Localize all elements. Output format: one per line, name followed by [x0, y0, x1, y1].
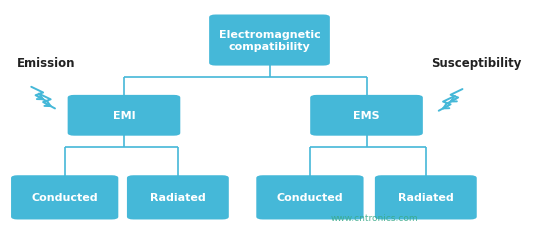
- Text: Radiated: Radiated: [150, 192, 206, 202]
- Text: Susceptibility: Susceptibility: [431, 57, 522, 70]
- FancyBboxPatch shape: [375, 175, 477, 220]
- Text: Radiated: Radiated: [398, 192, 454, 202]
- FancyBboxPatch shape: [310, 96, 423, 136]
- Text: EMS: EMS: [353, 111, 380, 121]
- FancyBboxPatch shape: [68, 96, 180, 136]
- Text: Conducted: Conducted: [277, 192, 343, 202]
- FancyBboxPatch shape: [127, 175, 229, 220]
- FancyBboxPatch shape: [11, 175, 118, 220]
- FancyBboxPatch shape: [209, 15, 330, 66]
- Text: Electromagnetic
compatibility: Electromagnetic compatibility: [219, 30, 320, 52]
- FancyBboxPatch shape: [257, 175, 363, 220]
- Text: Conducted: Conducted: [31, 192, 98, 202]
- Text: Emission: Emission: [17, 57, 76, 70]
- Text: www.cntronics.com: www.cntronics.com: [331, 214, 418, 222]
- Text: EMI: EMI: [113, 111, 135, 121]
